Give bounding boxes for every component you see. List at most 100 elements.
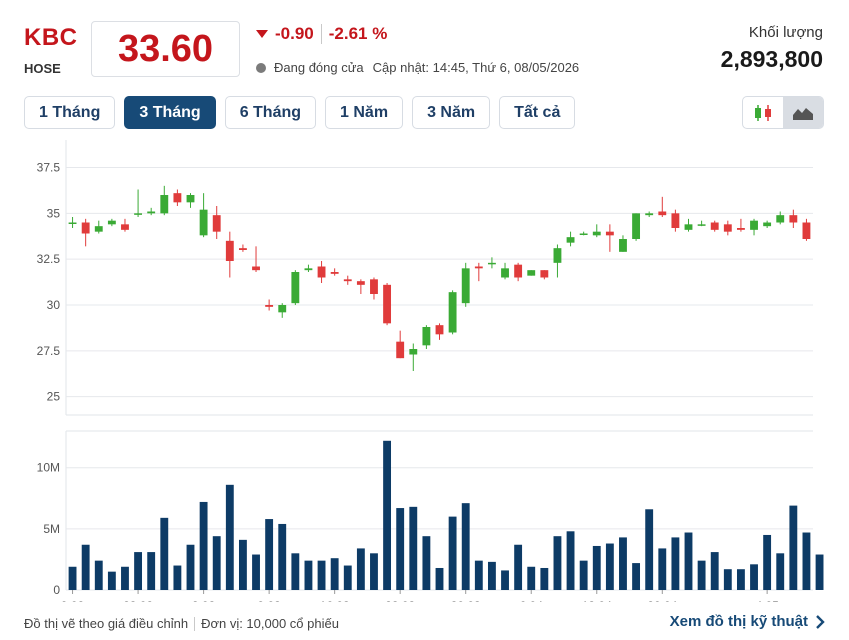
volume-bar — [265, 519, 274, 590]
range-tab-3[interactable]: 1 Năm — [325, 96, 404, 129]
candle-body — [173, 193, 182, 203]
volume-bar — [173, 565, 182, 590]
adjusted-price-note: Đồ thị vẽ theo giá điều chỉnh — [24, 616, 189, 631]
candle-body — [121, 224, 129, 230]
volume-bar — [225, 484, 234, 590]
candle-body — [199, 209, 208, 236]
candle-body — [94, 226, 103, 232]
unit-note: Đơn vị: 10,000 cổ phiếu — [201, 616, 339, 631]
price-tick-label: 30 — [47, 298, 61, 312]
chart-footnote: Đồ thị vẽ theo giá điều chỉnh Đơn vị: 10… — [24, 616, 339, 631]
volume-bar — [671, 537, 680, 590]
candle-body — [186, 195, 195, 203]
divider — [194, 616, 196, 631]
volume-bar — [592, 545, 601, 590]
volume-bar — [199, 501, 208, 590]
candle-body — [750, 220, 758, 230]
volume-bar — [396, 508, 405, 590]
volume-bar — [304, 560, 313, 590]
candle-body — [474, 266, 483, 269]
x-tick-label: 20.04 — [647, 599, 677, 602]
candle-body — [147, 211, 156, 214]
candle-body — [540, 270, 549, 278]
candle-body — [461, 268, 470, 304]
volume-bar — [422, 536, 431, 590]
candle-body — [81, 222, 90, 234]
volume-bar — [710, 552, 719, 590]
time-range-tabs: 1 Tháng 3 Tháng 6 Tháng 1 Năm 3 Năm Tất cả — [24, 96, 584, 129]
candle-body — [356, 281, 365, 285]
x-tick-label: 23.03 — [385, 599, 415, 602]
volume-bar — [605, 543, 614, 590]
volume-bar — [579, 560, 588, 590]
candle-body — [605, 231, 614, 236]
x-tick-label: 4.05 — [755, 599, 779, 602]
volume-label: Khối lượng — [748, 24, 823, 41]
candle-body — [789, 215, 798, 223]
candle-body — [343, 279, 352, 282]
x-tick-label: 23.02 — [123, 599, 153, 602]
candle-body — [422, 327, 431, 346]
candle-body — [304, 268, 313, 271]
candle-body — [566, 237, 575, 243]
candle-body — [527, 270, 536, 276]
volume-bar — [252, 554, 260, 590]
candlestick-series — [68, 185, 811, 371]
candle-body — [592, 231, 601, 236]
volume-bar — [317, 560, 326, 590]
volume-bar — [134, 552, 143, 590]
price-tick-label: 32.5 — [37, 252, 61, 266]
market-status: Đang đóng cửa — [274, 60, 364, 75]
x-tick-label: 2.03 — [192, 599, 216, 602]
candle-body — [448, 292, 457, 333]
candle-body — [238, 248, 247, 250]
volume-bar — [736, 569, 745, 590]
area-chart-button[interactable] — [783, 97, 823, 128]
volume-bar — [121, 566, 129, 590]
volume-bar — [776, 553, 785, 590]
candle-body — [619, 239, 627, 252]
ticker-symbol: KBC — [24, 24, 78, 51]
range-tab-0[interactable]: 1 Tháng — [24, 96, 116, 129]
down-arrow-icon — [256, 30, 268, 38]
candle-body — [134, 213, 143, 215]
candle-body — [212, 215, 221, 232]
candle-body — [658, 211, 667, 216]
volume-bar — [383, 440, 392, 590]
technical-chart-link[interactable]: Xem đồ thị kỹ thuật — [670, 613, 825, 630]
volume-bar — [697, 560, 706, 590]
volume-bar — [68, 566, 77, 590]
current-price: 33.60 — [117, 27, 214, 70]
candle-body — [317, 266, 326, 278]
candle-body — [723, 224, 732, 232]
volume-bar — [147, 552, 156, 590]
volume-tick-label: 5M — [43, 522, 60, 536]
candle-body — [160, 195, 169, 214]
volume-bar — [291, 553, 300, 590]
candle-body — [645, 213, 654, 216]
candlestick-chart-button[interactable] — [743, 97, 783, 128]
range-tab-1[interactable]: 3 Tháng — [124, 96, 216, 129]
volume-bar — [632, 563, 641, 590]
volume-bar — [514, 544, 523, 590]
volume-bar — [160, 517, 169, 590]
volume-tick-label: 10M — [37, 461, 60, 475]
volume-bar — [370, 553, 378, 590]
status-dot-icon — [256, 62, 266, 73]
candle-body — [409, 349, 418, 355]
y-axis-ticks: 25 27.5 30 32.5 35 37.5 0 5M 10M — [37, 161, 61, 598]
volume-bar — [94, 560, 103, 590]
range-tab-5[interactable]: Tất cả — [499, 96, 576, 129]
x-tick-label: 13.04 — [582, 599, 612, 602]
volume-bar — [435, 567, 444, 590]
candle-body — [252, 266, 260, 271]
range-tab-2[interactable]: 6 Tháng — [224, 96, 317, 129]
volume-bar — [343, 565, 352, 590]
range-tab-4[interactable]: 3 Năm — [412, 96, 491, 129]
x-tick-label: 9.03 — [257, 599, 281, 602]
price-box: 33.60 — [91, 21, 240, 77]
volume-series — [68, 440, 824, 590]
candle-body — [435, 325, 444, 335]
x-tick-label: 9.02 — [61, 599, 85, 602]
